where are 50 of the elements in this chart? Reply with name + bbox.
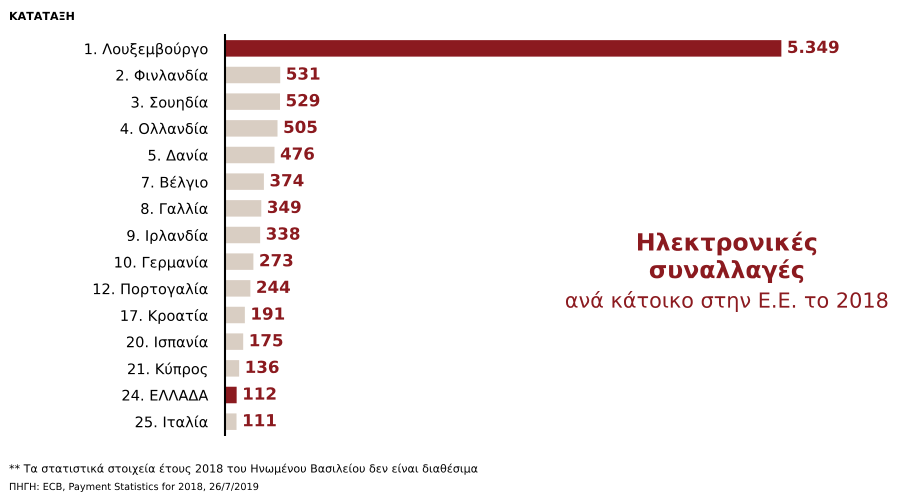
- y-tick-label: 3. Σουηδία: [132, 96, 208, 111]
- y-tick-label: 9. Ιρλανδία: [127, 229, 208, 244]
- text: ανά κάτοικο στην Ε.Ε. το 2018: [566, 291, 888, 312]
- data-label: 136: [246, 360, 279, 374]
- bar: [225, 333, 244, 350]
- data-label: 529: [286, 94, 320, 107]
- bar: [225, 413, 237, 430]
- y-tick-label: 5. Δανία: [148, 148, 208, 161]
- y-tick-label: 25. Ιταλία: [136, 416, 208, 428]
- bar: [225, 306, 245, 324]
- bar: [225, 226, 260, 244]
- y-tick-label: 8. Γαλλία: [141, 202, 208, 214]
- data-label: 531: [287, 67, 320, 80]
- bar: [225, 40, 782, 57]
- bar: [225, 360, 240, 377]
- data-label: 191: [252, 307, 284, 320]
- bar: [225, 146, 275, 164]
- text: Ηλεκτρονικές συναλλαγές: [638, 232, 816, 283]
- y-tick-label: 1. Λουξεμβούργο: [85, 42, 208, 58]
- y-tick-label: 7. Βέλγιο: [142, 176, 208, 191]
- data-label: 175: [250, 334, 282, 347]
- y-tick-label: 24. ΕΛΛΑΔΑ: [122, 390, 208, 401]
- bar: [225, 200, 262, 217]
- y-tick-label: 10. Γερμανία: [115, 256, 208, 271]
- text: ** Τα στατιστικά στοιχεία έτους 2018 του Ηνωμένου Βασιλείου δεν είναι διαθέσιμα: [9, 464, 478, 475]
- data-label: 244: [257, 280, 290, 293]
- data-label: 374: [270, 174, 304, 187]
- bar: [225, 120, 278, 137]
- data-label: 338: [266, 227, 300, 240]
- data-label: 5.349: [788, 40, 839, 54]
- data-label: 112: [244, 387, 276, 400]
- y-tick-label: 20. Ισπανία: [126, 336, 208, 348]
- y-tick-label: 2. Φινλανδία: [116, 68, 208, 81]
- data-label: 349: [268, 200, 301, 214]
- bar: [225, 280, 250, 297]
- y-tick-label: 21. Κύπρος: [128, 362, 207, 378]
- bar: [225, 66, 280, 84]
- data-label: 476: [280, 147, 314, 160]
- y-axis-title: ΚΑΤΑΤΑΞΗ: [10, 12, 74, 20]
- data-label: 505: [284, 120, 317, 134]
- data-label: 273: [260, 254, 292, 267]
- bar: [225, 173, 264, 190]
- text: ΠΗΓΗ: ECB, Payment Statistics for 2018, 26/7/2019: [10, 482, 258, 492]
- y-tick-label: 12. Πορτογαλία: [94, 282, 208, 298]
- bar: [225, 253, 254, 270]
- y-tick-label: 17. Κροατία: [121, 309, 208, 324]
- bar: [225, 386, 237, 404]
- y-tick-label: 4. Ολλανδία: [120, 122, 208, 134]
- bar: [225, 93, 280, 110]
- data-label: 111: [244, 414, 276, 426]
